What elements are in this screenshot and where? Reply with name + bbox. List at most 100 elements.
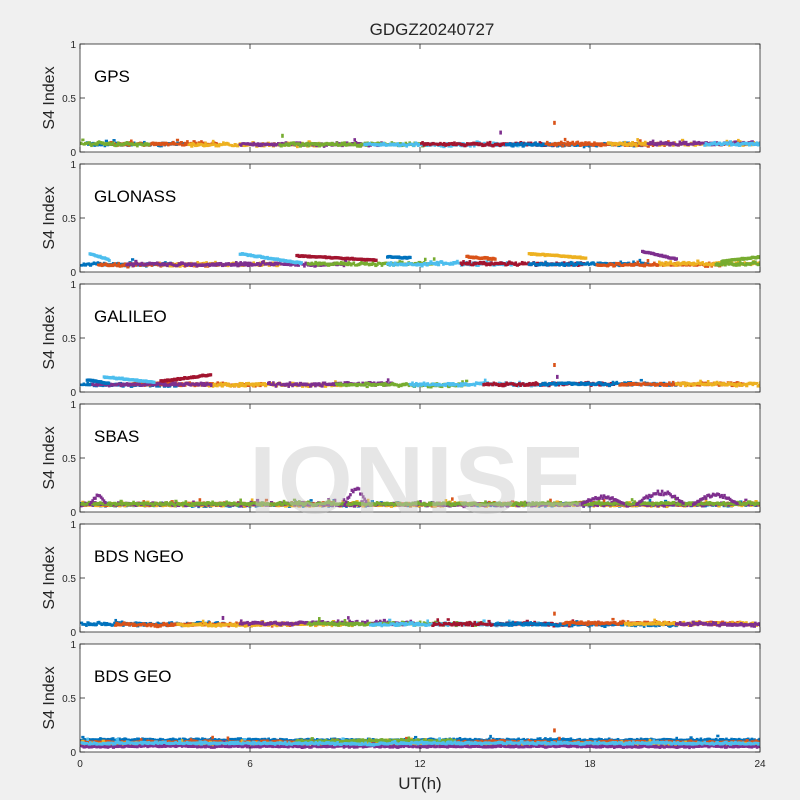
- data-point: [126, 265, 130, 269]
- data-point: [462, 143, 466, 146]
- data-point: [256, 142, 260, 146]
- data-point: [234, 261, 238, 265]
- data-point: [451, 263, 455, 266]
- y-tick-label: 0.5: [62, 94, 76, 105]
- data-point: [214, 260, 217, 265]
- data-point: [178, 142, 182, 146]
- data-point: [758, 255, 760, 259]
- data-point: [158, 141, 161, 146]
- data-point: [596, 261, 600, 265]
- data-point: [516, 144, 520, 148]
- data-point: [758, 142, 760, 146]
- data-point: [224, 381, 228, 386]
- data-point: [297, 384, 301, 387]
- data-point: [541, 381, 545, 385]
- data-point: [718, 141, 722, 146]
- data-point: [638, 258, 642, 263]
- data-point: [611, 380, 615, 385]
- data-point: [553, 141, 557, 146]
- data-point: [192, 140, 196, 143]
- data-point: [118, 382, 122, 385]
- data-point: [419, 262, 423, 266]
- data-point: [642, 142, 646, 146]
- y-tick-label: 1: [70, 160, 76, 171]
- data-point: [352, 261, 356, 265]
- data-point: [602, 499, 606, 503]
- data-point: [472, 141, 476, 145]
- data-point: [202, 381, 206, 385]
- data-point: [307, 385, 311, 389]
- data-point: [171, 381, 175, 385]
- data-point: [161, 382, 165, 386]
- data-point: [440, 260, 444, 265]
- data-point: [429, 260, 433, 263]
- data-point: [558, 143, 562, 146]
- data-point: [190, 145, 194, 148]
- data-point: [598, 142, 601, 146]
- data-point: [131, 264, 135, 268]
- data-point: [584, 141, 587, 145]
- data-point: [567, 144, 571, 147]
- data-point: [456, 259, 459, 264]
- data-point: [590, 142, 594, 146]
- data-point: [519, 383, 522, 387]
- data-point: [534, 141, 537, 145]
- data-point: [650, 142, 654, 146]
- data-point: [735, 263, 738, 267]
- data-point: [343, 259, 348, 263]
- y-tick-label: 0.5: [62, 334, 76, 345]
- data-point: [204, 141, 207, 146]
- data-point: [249, 263, 252, 267]
- data-point: [432, 257, 436, 261]
- data-point: [561, 144, 565, 148]
- data-point: [510, 142, 513, 147]
- data-point: [610, 383, 614, 386]
- data-point: [296, 264, 300, 267]
- data-point: [130, 262, 134, 266]
- spike-point: [553, 363, 556, 367]
- data-point: [493, 257, 497, 261]
- data-point: [357, 143, 361, 147]
- data-point: [316, 142, 320, 146]
- data-point: [567, 264, 571, 267]
- data-point: [200, 383, 204, 387]
- trend-arc: [102, 375, 156, 384]
- data-point: [386, 378, 390, 382]
- data-point: [342, 143, 346, 147]
- axes-background: [80, 44, 760, 152]
- data-point: [307, 143, 311, 148]
- data-point: [677, 143, 680, 147]
- data-point: [370, 500, 374, 503]
- data-point: [678, 140, 682, 144]
- data-point: [343, 141, 346, 145]
- data-point: [437, 263, 441, 267]
- data-point: [81, 138, 85, 142]
- data-point: [658, 260, 661, 264]
- data-point: [286, 382, 290, 386]
- data-point: [125, 382, 129, 386]
- data-point: [758, 262, 760, 266]
- data-point: [184, 142, 188, 147]
- data-point: [299, 261, 303, 265]
- data-point: [492, 141, 495, 145]
- data-point: [233, 142, 237, 146]
- data-point: [209, 383, 213, 388]
- data-point: [723, 263, 727, 267]
- data-point: [743, 382, 748, 386]
- data-point: [467, 262, 470, 266]
- data-point: [389, 261, 393, 265]
- data-point: [418, 260, 422, 265]
- data-point: [259, 262, 263, 267]
- data-point: [288, 381, 292, 385]
- data-point: [576, 140, 580, 145]
- data-point: [295, 382, 299, 385]
- data-point: [639, 378, 643, 382]
- data-point: [503, 262, 507, 265]
- data-point: [264, 384, 268, 388]
- data-point: [174, 381, 177, 385]
- trend-arc: [295, 253, 378, 263]
- data-point: [356, 145, 360, 148]
